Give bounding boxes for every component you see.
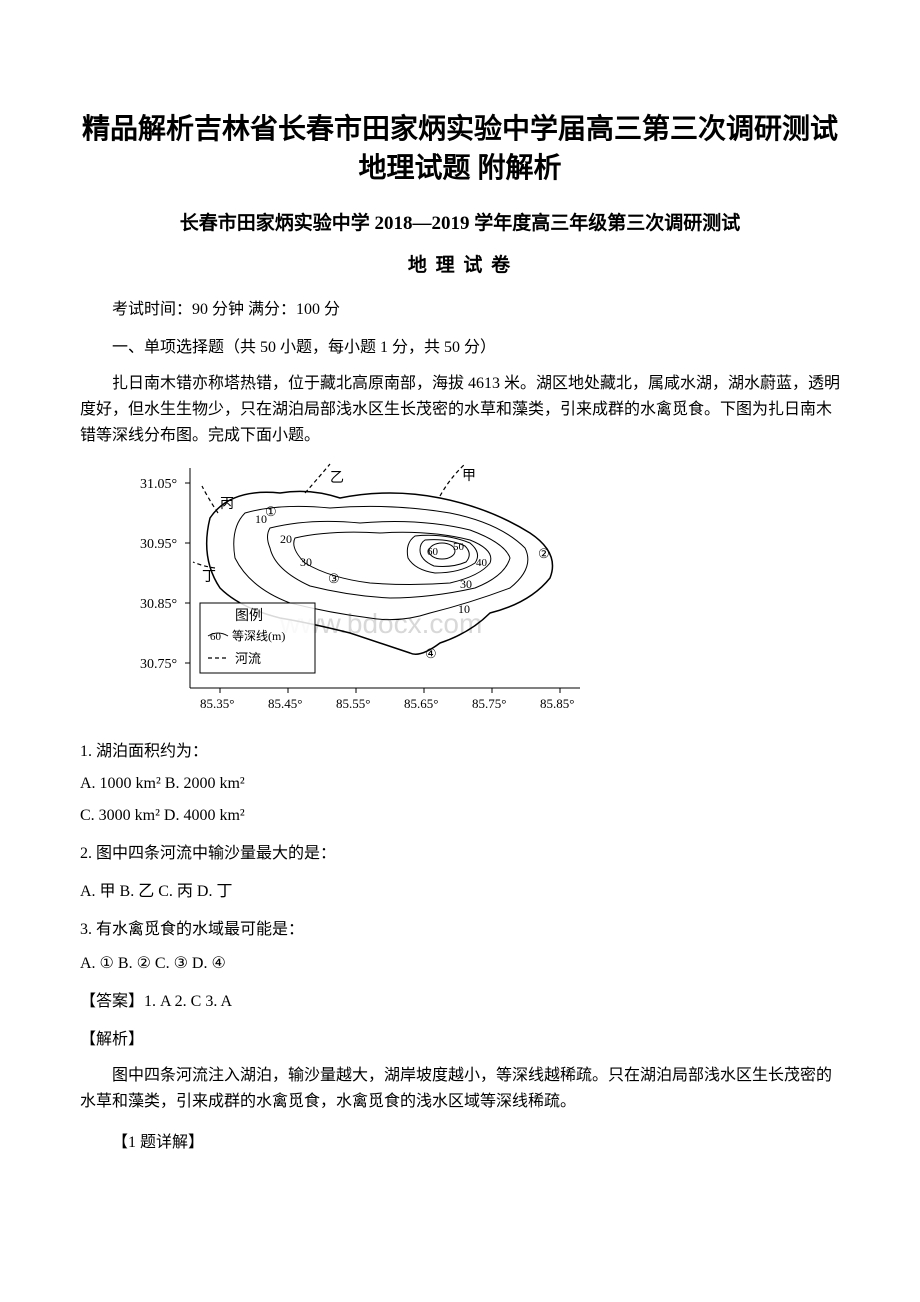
detail-header-1: 【1 题详解】	[80, 1128, 840, 1152]
question-1: 1. 湖泊面积约为：	[80, 737, 840, 761]
point-4: ④	[425, 646, 437, 661]
analysis-text: 图中四条河流注入湖泊，输沙量越大，湖岸坡度越小，等深线越稀疏。只在湖泊局部浅水区…	[80, 1063, 840, 1114]
title-main: 精品解析吉林省长春市田家炳实验中学届高三第三次调研测试地理试题 附解析	[80, 110, 840, 188]
question-1-options-ab: A. 1000 km² B. 2000 km²	[80, 775, 840, 793]
passage: 扎日南木错亦称塔热错，位于藏北高原南部，海拔 4613 米。湖区地处藏北，属咸水…	[80, 371, 840, 448]
xlabel-3: 85.65°	[404, 696, 438, 711]
ylabel-0: 31.05°	[140, 477, 177, 492]
question-2-options: A. 甲 B. 乙 C. 丙 D. 丁	[80, 877, 840, 901]
depth-30b: 30	[460, 577, 472, 591]
exam-meta: 考试时间：90 分钟 满分：100 分	[80, 295, 840, 319]
question-1-options-cd: C. 3000 km² D. 4000 km²	[80, 807, 840, 825]
river-label-jia: 甲	[462, 469, 476, 484]
river-label-bing: 丙	[220, 497, 234, 512]
xlabel-1: 85.45°	[268, 696, 302, 711]
xlabel-2: 85.55°	[336, 696, 370, 711]
legend-title: 图例	[235, 608, 263, 624]
point-3: ③	[328, 571, 340, 586]
question-3: 3. 有水禽觅食的水域最可能是：	[80, 915, 840, 939]
depth-50: 50	[453, 541, 465, 553]
analysis-header: 【解析】	[80, 1025, 840, 1049]
legend-depth-num: 60	[210, 631, 222, 643]
depth-30a: 30	[300, 555, 312, 569]
river-label-yi: 乙	[330, 470, 344, 486]
legend-depth-label: 等深线(m)	[232, 629, 285, 643]
xlabel-4: 85.75°	[472, 696, 506, 711]
depth-map-svg: 31.05° 30.95° 30.85° 30.75° 85.35° 85.45…	[130, 458, 590, 718]
section-header: 一、单项选择题（共 50 小题，每小题 1 分，共 50 分）	[80, 333, 840, 357]
point-1: ①	[265, 504, 277, 519]
question-2: 2. 图中四条河流中输沙量最大的是：	[80, 839, 840, 863]
xlabel-0: 85.35°	[200, 696, 234, 711]
ylabel-1: 30.95°	[140, 537, 177, 552]
point-2: ②	[538, 546, 550, 561]
ylabel-3: 30.75°	[140, 657, 177, 672]
depth-40: 40	[476, 557, 488, 569]
question-3-options: A. ① B. ② C. ③ D. ④	[80, 953, 840, 973]
depth-10b: 10	[458, 602, 470, 616]
ylabel-2: 30.85°	[140, 597, 177, 612]
river-label-ding: 丁	[202, 570, 216, 585]
title-sub1: 长春市田家炳实验中学 2018—2019 学年度高三年级第三次调研测试	[80, 208, 840, 235]
figure-map: 31.05° 30.95° 30.85° 30.75° 85.35° 85.45…	[130, 458, 840, 723]
xlabel-5: 85.85°	[540, 696, 574, 711]
answers: 【答案】1. A 2. C 3. A	[80, 987, 840, 1011]
map-bg	[130, 458, 590, 718]
depth-60: 60	[427, 546, 439, 558]
legend-river-label: 河流	[235, 651, 261, 666]
depth-20: 20	[280, 532, 292, 546]
title-sub2: 地 理 试 卷	[80, 250, 840, 277]
